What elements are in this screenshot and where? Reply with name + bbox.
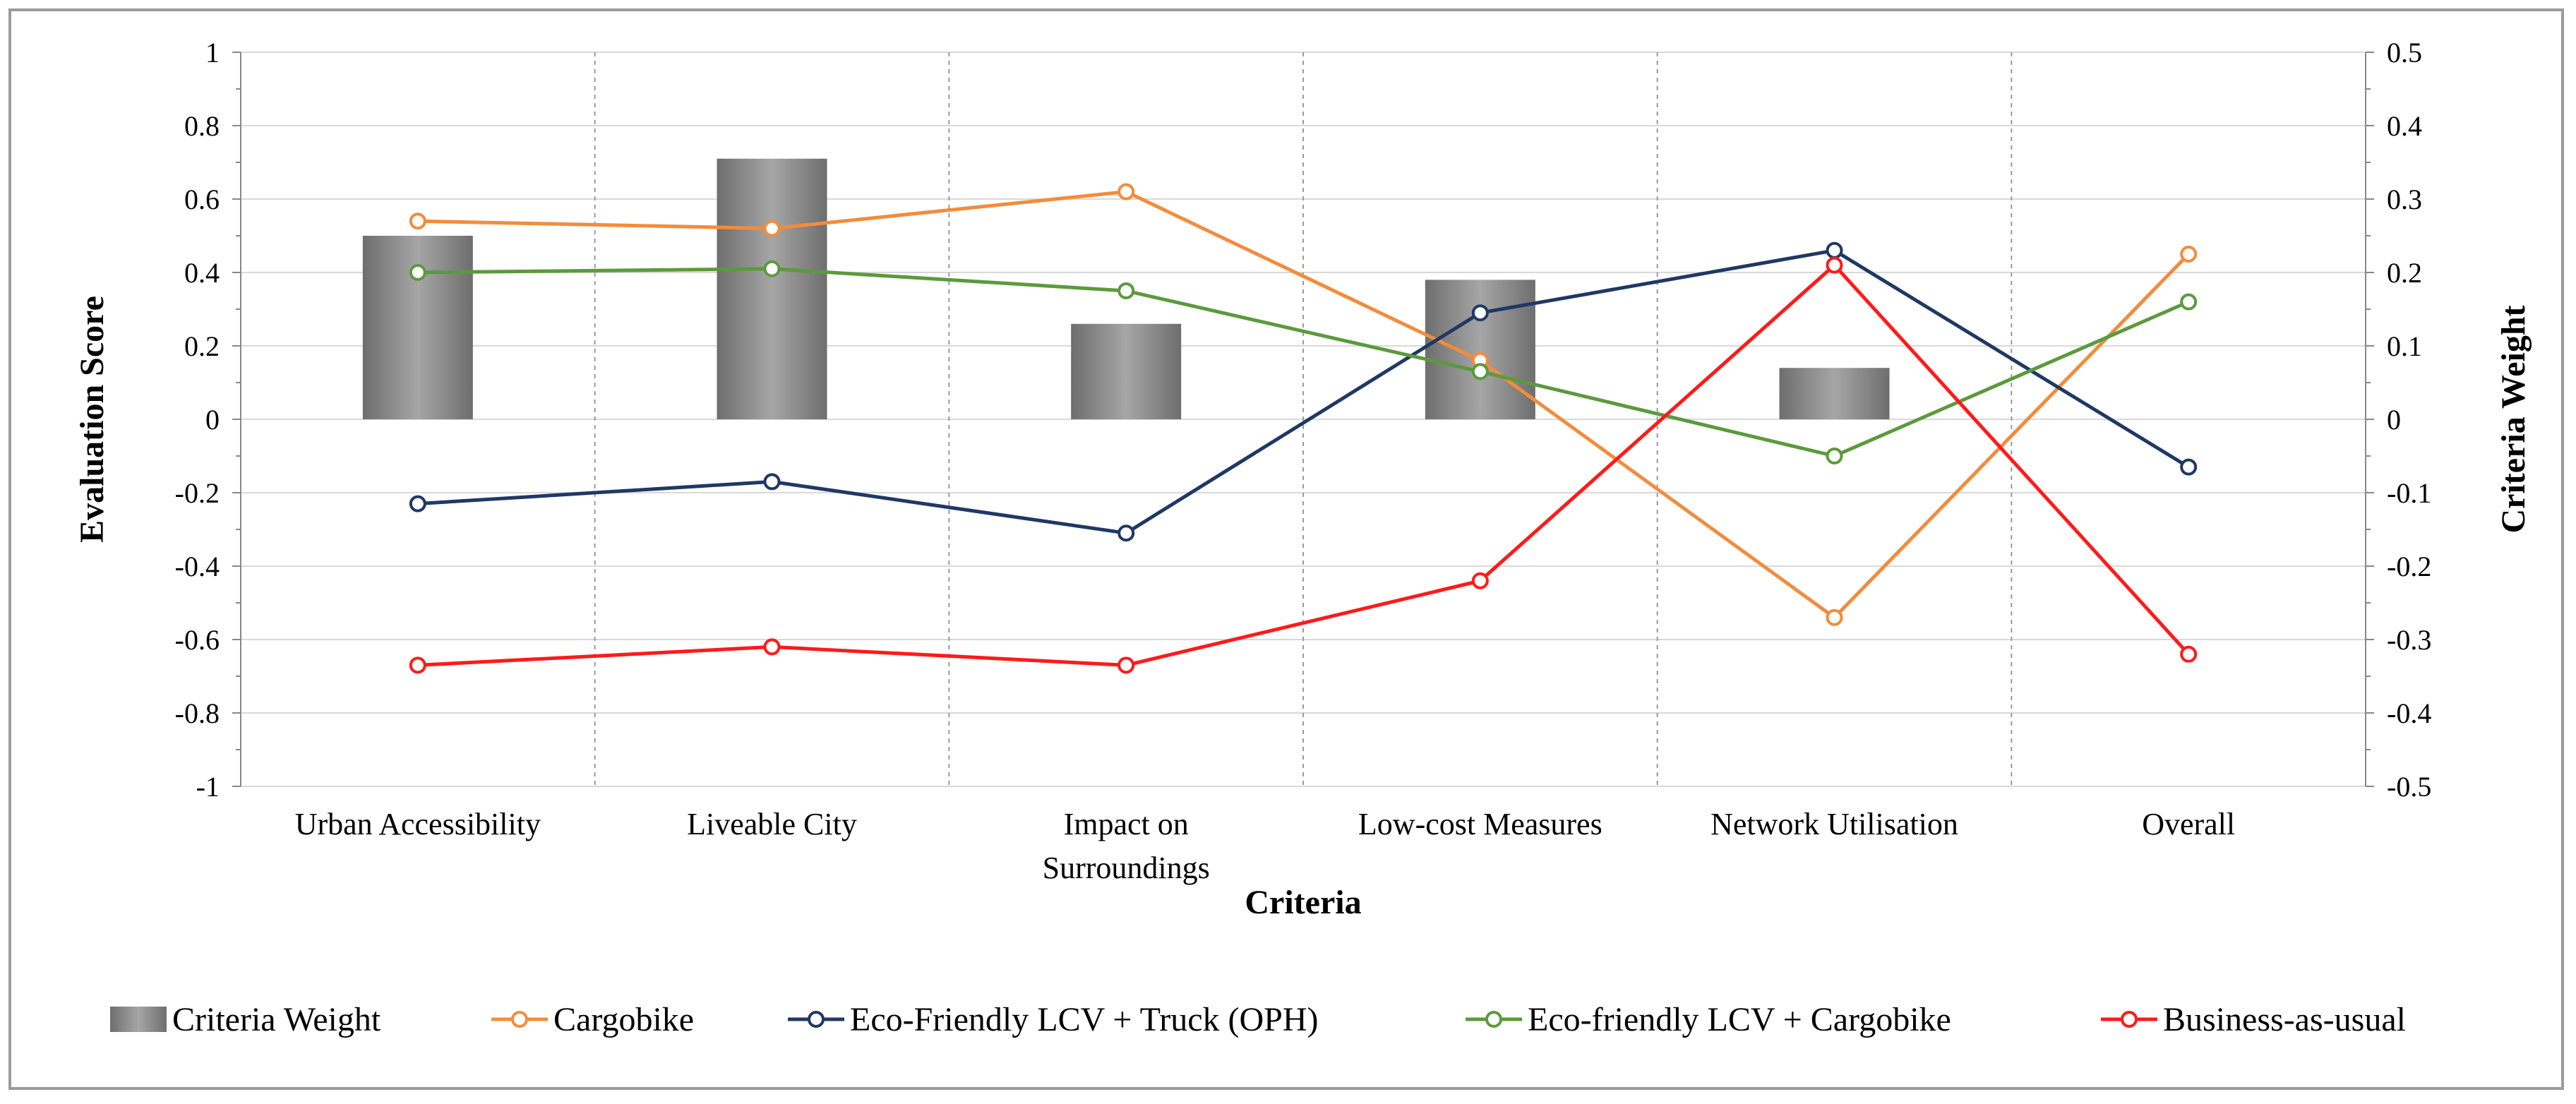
y2-tick-label: 0.2 xyxy=(2387,257,2422,289)
series-line xyxy=(417,190,2190,620)
x-category-label: Network Utilisation xyxy=(1711,807,1958,841)
y-tick-label: 1 xyxy=(205,37,220,68)
legend-swatch-marker xyxy=(1485,1011,1502,1028)
legend-swatch-marker xyxy=(511,1011,528,1028)
y2-tick-label: 0.5 xyxy=(2387,37,2422,68)
series-point xyxy=(763,638,781,656)
series-point xyxy=(1826,608,1843,626)
category-separators xyxy=(594,52,2013,786)
series-point xyxy=(1118,524,1135,542)
y-tick-label: -0.2 xyxy=(175,477,220,509)
x-axis-title: Criteria xyxy=(1245,884,1361,921)
y-tick-label: -0.6 xyxy=(175,624,220,656)
legend-label: Eco-friendly LCV + Cargobike xyxy=(1528,1001,1951,1038)
series-point xyxy=(2180,458,2198,476)
y-tick-label: -0.8 xyxy=(175,697,220,729)
series-point xyxy=(1118,656,1135,674)
series-point xyxy=(2180,645,2198,663)
y2-tick-label: 0.1 xyxy=(2387,330,2422,362)
series-line xyxy=(417,267,2190,458)
series-point xyxy=(1826,448,1843,464)
chart-frame: 1 0.8 0.6 0.4 0.2 0 -0.2 -0.4 -0.6 -0.8 -1 0.5 0.4 0.… xyxy=(8,8,2564,1090)
series-point xyxy=(763,473,781,491)
y-tick-label: 0.4 xyxy=(184,257,220,289)
axes: 1 0.8 0.6 0.4 0.2 0 -0.2 -0.4 -0.6 -0.8 -1 0.5 0.4 0.… xyxy=(175,37,2432,885)
y2-tick-label: -0.1 xyxy=(2387,477,2431,509)
y-tick-label: -0.4 xyxy=(175,551,220,582)
axis-labels: Criteria Evaluation Score Criteria Weigh… xyxy=(73,296,2532,921)
y2-tick-label: 0.3 xyxy=(2387,184,2422,215)
series-point xyxy=(409,264,426,281)
y2-tick-label: -0.3 xyxy=(2387,624,2431,656)
y2-tick-label: -0.2 xyxy=(2387,551,2431,582)
x-category-label: Overall xyxy=(2142,807,2235,841)
series-line xyxy=(417,248,2190,535)
series-point xyxy=(1471,363,1489,380)
criteria-weight-bar xyxy=(1071,323,1182,419)
legend: Criteria Weight Cargobike Eco-Friendly LCV… xyxy=(110,1001,2406,1038)
legend-swatch-criteria-weight xyxy=(110,1007,167,1032)
x-category-label: Liveable City xyxy=(687,807,857,841)
chart: 1 0.8 0.6 0.4 0.2 0 -0.2 -0.4 -0.6 -0.8 -1 0.5 0.4 0.… xyxy=(73,37,2532,1038)
y2-tick-label: 0.4 xyxy=(2387,110,2422,142)
y-tick-label: 0.8 xyxy=(184,110,220,142)
legend-label: Cargobike xyxy=(553,1001,694,1038)
series-point xyxy=(2180,246,2198,263)
criteria-weight-bar xyxy=(717,158,827,420)
series-point xyxy=(763,220,781,237)
series-point xyxy=(409,656,426,674)
series-point xyxy=(763,260,781,277)
y-tick-label: -1 xyxy=(196,771,220,803)
y-tick-label: 0 xyxy=(205,404,220,436)
series-point xyxy=(1118,183,1135,200)
y-tick-label: 0.2 xyxy=(184,330,220,362)
series-point xyxy=(1826,256,1843,274)
series-point xyxy=(1118,282,1135,299)
x-category-label: Low-cost Measures xyxy=(1358,807,1602,841)
legend-label: Criteria Weight xyxy=(172,1001,381,1038)
x-category-label: Urban Accessibility xyxy=(295,807,541,841)
series-point xyxy=(1826,241,1843,259)
criteria-weight-bar xyxy=(1779,368,1890,419)
series-lines xyxy=(409,183,2198,674)
legend-label: Business-as-usual xyxy=(2163,1001,2406,1038)
y-tick-label: 0.6 xyxy=(184,184,220,215)
y2-tick-label: -0.4 xyxy=(2387,697,2431,729)
criteria-weight-bar xyxy=(362,236,473,419)
legend-label: Eco-Friendly LCV + Truck (OPH) xyxy=(850,1001,1319,1038)
y2-tick-label: 0 xyxy=(2387,404,2401,436)
y-axis-title: Evaluation Score xyxy=(73,296,111,543)
y2-axis-title: Criteria Weight xyxy=(2495,305,2532,533)
y2-tick-label: -0.5 xyxy=(2387,771,2431,803)
x-category-label: Impact on Surroundings xyxy=(1043,807,1210,885)
criteria-weight-bar xyxy=(1425,280,1535,419)
legend-swatch-marker xyxy=(2121,1011,2138,1028)
series-line xyxy=(417,263,2191,667)
legend-swatch-marker xyxy=(808,1011,825,1028)
series-point xyxy=(1471,304,1489,322)
criteria-weight-bars xyxy=(362,158,1890,420)
series-point xyxy=(409,212,426,230)
series-point xyxy=(409,495,426,512)
series-point xyxy=(2180,293,2198,311)
series-point xyxy=(1471,572,1489,589)
